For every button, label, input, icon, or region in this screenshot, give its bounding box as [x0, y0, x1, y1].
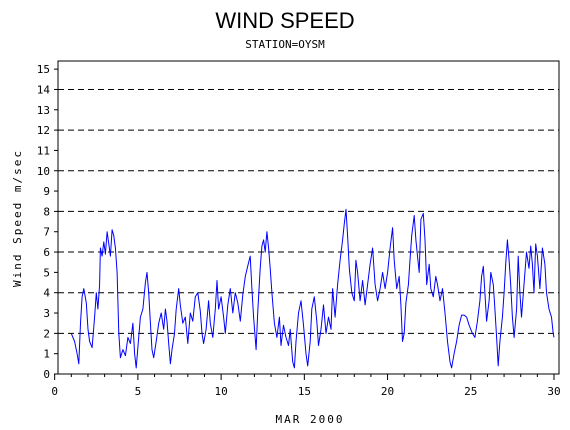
x-tick-label-30: 30 [547, 385, 560, 398]
wind-speed-series-line [70, 208, 555, 369]
y-tick-label-10: 10 [37, 165, 50, 178]
y-tick-label-0: 0 [43, 368, 50, 381]
x-axis-label: MAR 2000 [276, 413, 345, 426]
y-tick-label-9: 9 [43, 185, 50, 198]
x-tick-label-0: 0 [51, 385, 58, 398]
x-tick-label-20: 20 [381, 385, 394, 398]
y-tick-label-1: 1 [43, 348, 50, 361]
y-tick-label-2: 2 [43, 327, 50, 340]
y-tick-label-8: 8 [43, 205, 50, 218]
y-tick-label-11: 11 [37, 144, 50, 157]
y-tick-label-6: 6 [43, 246, 50, 259]
x-axis-ticks: 0 5 10 15 20 25 30 [51, 374, 561, 398]
x-tick-label-25: 25 [464, 385, 477, 398]
chart-subtitle: STATION=OYSM [245, 38, 325, 51]
y-tick-label-3: 3 [43, 307, 50, 320]
y-tick-label-5: 5 [43, 266, 50, 279]
x-tick-label-15: 15 [298, 385, 311, 398]
x-tick-label-10: 10 [214, 385, 227, 398]
grid-lines [58, 88, 559, 375]
axes [57, 60, 560, 375]
y-tick-label-4: 4 [43, 287, 50, 300]
plot-frame [57, 60, 560, 375]
y-axis-label: Wind Speed m/sec [11, 149, 24, 287]
y-tick-label-13: 13 [37, 104, 50, 117]
series-layer [70, 208, 555, 369]
y-tick-label-7: 7 [43, 226, 50, 239]
x-tick-label-5: 5 [135, 385, 142, 398]
chart-title: WIND SPEED [215, 8, 354, 33]
y-tick-label-15: 15 [37, 63, 50, 76]
y-tick-label-14: 14 [37, 83, 51, 96]
y-tick-label-12: 12 [37, 124, 50, 137]
